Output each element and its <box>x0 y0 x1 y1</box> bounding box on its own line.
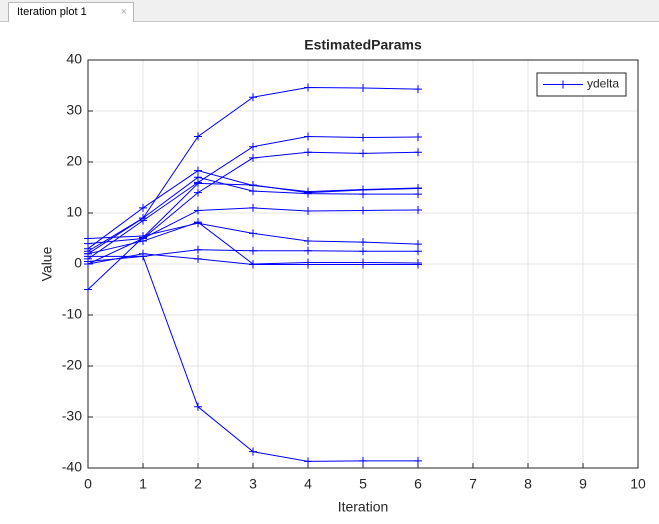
y-tick-label: 0 <box>74 255 82 271</box>
marker <box>414 205 422 214</box>
marker <box>304 206 312 215</box>
marker <box>249 93 257 102</box>
chart-title: EstimatedParams <box>304 37 422 53</box>
marker <box>139 252 147 261</box>
marker <box>249 229 257 238</box>
marker <box>194 254 202 263</box>
marker <box>304 148 312 157</box>
marker <box>414 133 422 142</box>
tab-title: Iteration plot 1 <box>17 6 87 18</box>
marker <box>249 142 257 151</box>
x-tick-label: 0 <box>84 476 92 492</box>
marker <box>139 214 147 223</box>
x-tick-label: 4 <box>304 476 312 492</box>
y-tick-label: 10 <box>66 204 82 220</box>
marker <box>414 184 422 193</box>
marker <box>84 234 92 243</box>
marker <box>249 447 257 456</box>
x-tick-label: 5 <box>359 476 367 492</box>
marker <box>194 188 202 197</box>
marker <box>194 218 202 227</box>
legend-marker <box>559 80 567 89</box>
marker <box>84 285 92 294</box>
marker <box>359 260 367 269</box>
marker <box>304 457 312 466</box>
marker <box>249 203 257 212</box>
marker <box>359 206 367 215</box>
marker <box>359 84 367 93</box>
x-tick-label: 6 <box>414 476 422 492</box>
x-tick-label: 9 <box>579 476 587 492</box>
marker <box>304 260 312 269</box>
marker <box>194 132 202 141</box>
marker <box>359 186 367 195</box>
marker <box>359 238 367 247</box>
x-tick-label: 7 <box>469 476 477 492</box>
legend-label: ydelta <box>587 77 619 91</box>
marker <box>304 83 312 92</box>
x-tick-label: 10 <box>630 476 646 492</box>
marker <box>304 246 312 255</box>
marker <box>139 203 147 212</box>
y-tick-label: 20 <box>66 153 82 169</box>
tab-close[interactable]: × <box>120 6 127 18</box>
y-tick-label: -30 <box>62 408 82 424</box>
y-tick-label: -20 <box>62 357 82 373</box>
marker <box>304 132 312 141</box>
marker <box>304 237 312 246</box>
y-tick-label: 40 <box>66 51 82 67</box>
marker <box>414 456 422 465</box>
x-tick-label: 1 <box>139 476 147 492</box>
x-tick-label: 8 <box>524 476 532 492</box>
marker <box>414 240 422 249</box>
tab[interactable]: Iteration plot 1 × <box>8 2 134 22</box>
y-tick-label: -10 <box>62 306 82 322</box>
marker <box>414 260 422 269</box>
marker <box>359 133 367 142</box>
marker <box>194 179 202 188</box>
marker <box>139 237 147 246</box>
x-tick-label: 2 <box>194 476 202 492</box>
marker <box>414 148 422 157</box>
y-tick-label: -40 <box>62 459 82 475</box>
marker <box>194 245 202 254</box>
marker <box>194 206 202 215</box>
marker <box>414 85 422 94</box>
marker <box>414 247 422 256</box>
tab-bar: Iteration plot 1 × <box>0 0 659 22</box>
marker <box>194 402 202 411</box>
y-axis-label: Value <box>39 246 55 281</box>
marker <box>249 180 257 189</box>
marker <box>249 246 257 255</box>
marker <box>304 188 312 197</box>
x-tick-label: 3 <box>249 476 257 492</box>
x-axis-label: Iteration <box>338 499 389 515</box>
marker <box>249 153 257 162</box>
y-tick-label: 30 <box>66 102 82 118</box>
marker <box>84 252 92 261</box>
marker <box>359 149 367 158</box>
marker <box>359 456 367 465</box>
marker <box>84 260 92 268</box>
marker <box>249 260 257 269</box>
marker <box>359 247 367 256</box>
